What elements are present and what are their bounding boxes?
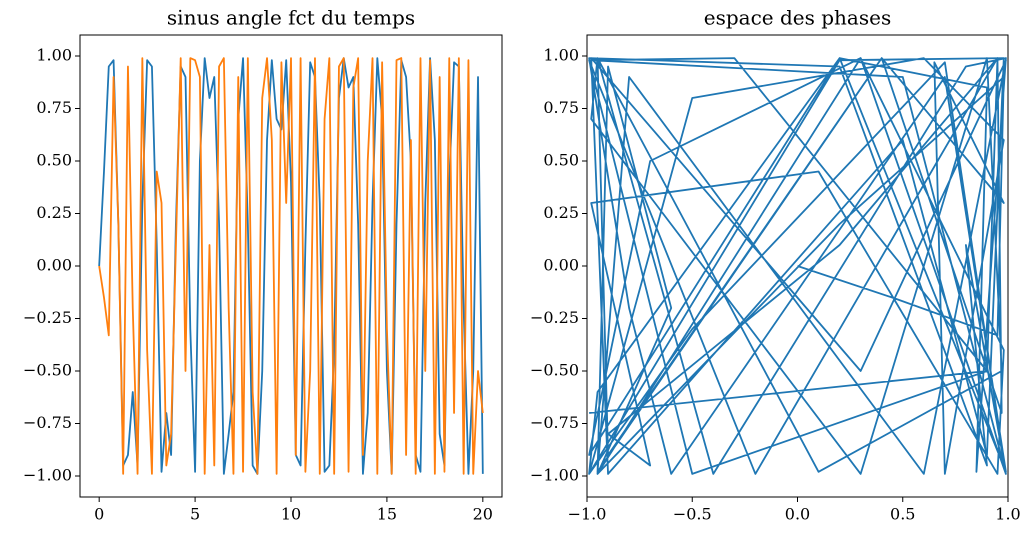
y-tick-label: 0.00 — [543, 256, 579, 275]
y-tick-label: −0.75 — [23, 413, 72, 432]
x-tick-label: 10 — [281, 505, 301, 524]
y-tick-label: −0.25 — [23, 308, 72, 327]
y-tick-label: −0.75 — [530, 413, 579, 432]
y-tick-label: −0.50 — [23, 361, 72, 380]
x-tick-label: 15 — [377, 505, 397, 524]
y-tick-label: 0.75 — [36, 98, 72, 117]
x-tick-label: 0.0 — [785, 505, 810, 524]
y-tick-label: 0.50 — [36, 151, 72, 170]
y-tick-label: 1.00 — [36, 46, 72, 65]
y-tick-label: −1.00 — [530, 466, 579, 485]
chart-title: sinus angle fct du temps — [167, 6, 415, 30]
x-tick-label: 0 — [94, 505, 104, 524]
y-tick-label: 0.25 — [36, 203, 72, 222]
x-tick-label: 0.5 — [890, 505, 915, 524]
x-tick-label: −0.5 — [673, 505, 712, 524]
y-tick-label: 1.00 — [543, 46, 579, 65]
y-tick-label: 0.75 — [543, 98, 579, 117]
y-tick-label: 0.00 — [36, 256, 72, 275]
x-tick-label: 1.0 — [995, 505, 1020, 524]
data-line — [588, 57, 1007, 475]
data-line — [98, 57, 484, 475]
x-tick-label: 5 — [190, 505, 200, 524]
y-tick-label: −1.00 — [23, 466, 72, 485]
x-tick-label: −1.0 — [568, 505, 607, 524]
data-line — [98, 57, 484, 475]
y-tick-label: −0.25 — [530, 308, 579, 327]
y-tick-label: 0.50 — [543, 151, 579, 170]
chart-title: espace des phases — [704, 6, 891, 30]
y-tick-label: −0.50 — [530, 361, 579, 380]
x-tick-label: 20 — [473, 505, 493, 524]
y-tick-label: 0.25 — [543, 203, 579, 222]
